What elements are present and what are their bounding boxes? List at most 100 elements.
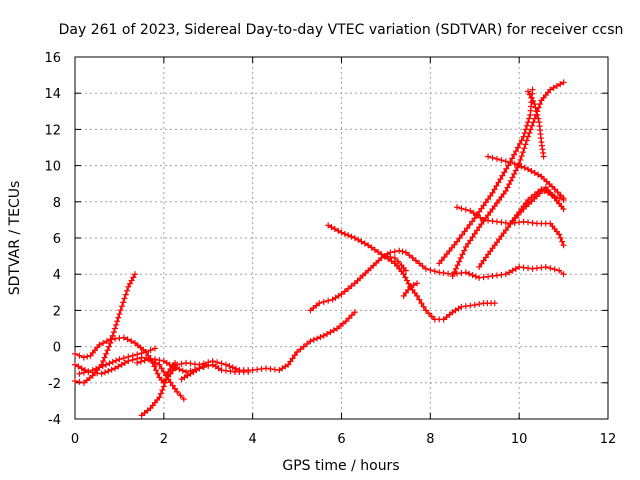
data-point [111,335,118,342]
data-point [512,148,519,155]
data-point [143,349,150,356]
data-point [203,361,210,368]
data-point [422,265,429,272]
data-point [553,82,560,89]
data-point [493,272,500,279]
y-tick-label: 4 [53,268,61,283]
data-point [328,224,335,231]
data-point [557,235,564,241]
data-point [458,269,465,276]
data-point [542,263,549,270]
data-point [469,218,476,225]
data-point [76,370,83,377]
data-point [556,231,563,238]
data-point [530,119,537,126]
data-point [402,289,409,296]
data-point [160,383,167,390]
y-tick-label: 2 [53,304,61,319]
data-point [137,358,144,365]
data-point [103,338,110,345]
data-point [497,176,504,183]
y-tick-label: 0 [53,341,61,356]
data-point [489,245,496,252]
data-point [148,358,155,365]
data-point [531,169,538,176]
data-point [498,193,505,200]
series-line [141,362,176,416]
data-point [480,216,487,223]
data-point [456,258,463,265]
data-point [223,367,230,374]
data-point [345,285,352,292]
data-point [396,247,403,254]
data-point [521,164,528,171]
data-point [254,366,261,373]
data-point [427,266,434,273]
data-point [525,265,532,272]
data-point [85,368,92,375]
data-point [402,274,409,281]
data-point [511,170,518,177]
data-point [456,235,463,242]
x-tick-label: 0 [71,432,79,447]
data-point [536,190,543,197]
data-point [371,246,378,253]
data-point [495,179,502,186]
data-point [227,368,234,375]
data-point [506,269,513,276]
data-point [412,257,419,264]
data-point [560,271,567,278]
data-point [404,277,411,284]
data-point [467,302,474,309]
data-point [422,307,429,314]
data-point [338,229,345,236]
y-tick-label: 12 [44,123,61,138]
data-point [120,299,127,306]
data-point [271,366,278,373]
data-point [522,126,529,133]
data-point [493,200,500,207]
data-point [489,273,496,280]
data-point [98,370,105,377]
data-point [502,271,509,278]
data-point [147,347,154,354]
y-tick-label: 6 [53,232,61,247]
data-point [78,365,85,372]
data-point [93,365,100,372]
data-point [351,309,358,316]
data-point [547,265,554,272]
data-point [183,368,190,375]
data-point [516,140,523,147]
data-point [402,267,409,274]
data-point [511,151,518,158]
data-point [461,228,468,235]
y-tick-label: -2 [48,377,61,392]
data-layer [72,79,567,419]
data-point [509,267,516,274]
data-point [345,232,352,239]
data-point [169,382,176,389]
data-point [76,378,83,385]
data-point [436,269,443,276]
data-point [436,260,443,267]
data-point [493,218,500,225]
data-point [72,361,78,368]
data-point [504,184,511,191]
data-point [161,379,168,386]
data-point [547,86,554,93]
data-point [176,366,183,373]
data-point [113,357,120,364]
data-point [462,206,469,213]
data-point [199,363,206,370]
data-point [485,251,492,258]
data-point [368,244,375,251]
data-point [506,181,513,188]
series-track-1 [72,271,138,386]
data-point [560,206,567,213]
ticks [74,56,609,420]
series-track-11 [382,253,409,274]
data-point [72,350,78,357]
data-point [163,372,170,379]
data-point [489,189,496,196]
data-point [518,137,525,144]
